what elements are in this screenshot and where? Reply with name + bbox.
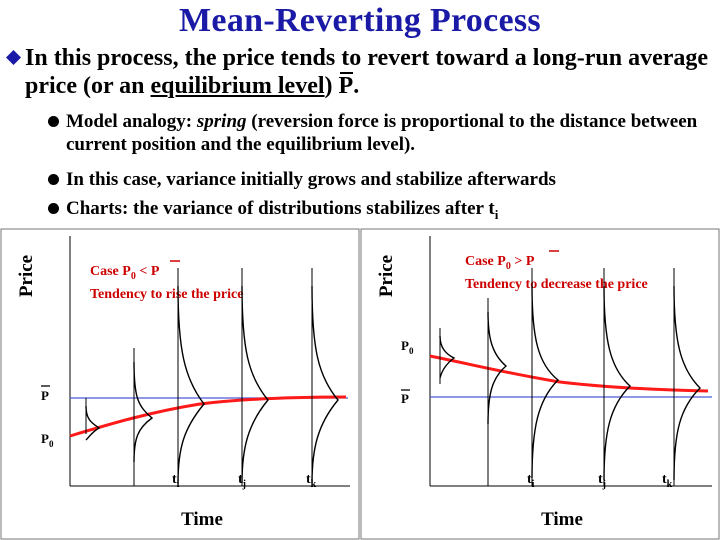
panel-frame <box>0 228 360 540</box>
distribution-curve <box>531 285 560 479</box>
distribution-curve <box>177 285 205 484</box>
distribution-curve <box>439 335 456 379</box>
distribution-curve <box>311 285 339 484</box>
right-diagram: Price Time Case P0 > P Tendency to decre… <box>360 228 720 540</box>
tick-tk: tk <box>662 472 673 490</box>
panel-frame <box>360 228 720 540</box>
slide-title: Mean-Reverting Process <box>179 2 541 39</box>
sub1-text-b: (reversion force is proportional to the … <box>66 111 698 155</box>
pbar-label: P <box>41 388 49 403</box>
main-text-3: . <box>353 73 360 99</box>
round-bullet-icon <box>48 174 59 185</box>
pbar-label: P <box>401 391 409 406</box>
sub-bullet-1: Model analogy: spring (reversion force i… <box>48 110 718 156</box>
distribution-curve <box>487 311 508 425</box>
y-axis-label: Price <box>376 255 397 297</box>
tick-tj: tj <box>598 472 606 490</box>
expected-path <box>429 354 709 393</box>
left-diagram: Price Time Case P0 < P Tendency to rise … <box>0 228 360 540</box>
tendency-label: Tendency to rise the price <box>90 287 243 302</box>
expected-path <box>69 395 347 438</box>
tendency-label: Tendency to decrease the price <box>465 277 648 292</box>
diamond-bullet-icon <box>6 50 21 65</box>
distribution-curve <box>241 285 269 484</box>
case-label: Case P0 < P <box>90 264 160 282</box>
distribution-curve <box>133 361 154 463</box>
x-axis-label: Time <box>181 509 223 530</box>
main-text-1: In this process, the price tends to reve… <box>25 45 709 99</box>
sub1-italic: spring <box>196 111 247 132</box>
equilibrium-level-text: equilibrium level <box>150 73 325 99</box>
tick-tk: tk <box>306 472 317 490</box>
main-bullet: In this process, the price tends to reve… <box>6 44 711 100</box>
case-label: Case P0 > P <box>465 254 535 272</box>
distribution-curve <box>85 405 101 441</box>
sub1-text-a: Model analogy: <box>66 111 197 132</box>
sub3-subscript: i <box>494 206 499 222</box>
sub2-text: In this case, variance initially grows a… <box>66 169 556 190</box>
tick-ti: ti <box>527 472 535 490</box>
main-bullet-text: In this process, the price tends to reve… <box>25 44 711 100</box>
main-text-2: ) <box>324 73 339 99</box>
sub-bullet-2: In this case, variance initially grows a… <box>48 168 718 191</box>
distribution-curve <box>603 285 632 481</box>
sub3-text: Charts: the variance of distributions st… <box>66 198 495 219</box>
p0-label: P0 <box>41 431 54 449</box>
distribution-curve <box>673 285 701 481</box>
x-axis-label: Time <box>541 509 583 530</box>
round-bullet-icon <box>48 203 59 214</box>
y-axis-label: Price <box>16 255 37 297</box>
tick-tj: tj <box>238 472 246 490</box>
round-bullet-icon <box>48 116 59 127</box>
tick-ti: ti <box>172 472 180 490</box>
sub-bullet-3: Charts: the variance of distributions st… <box>48 197 718 226</box>
p-bar-symbol: P <box>338 72 354 99</box>
p0-label: P0 <box>401 338 414 356</box>
